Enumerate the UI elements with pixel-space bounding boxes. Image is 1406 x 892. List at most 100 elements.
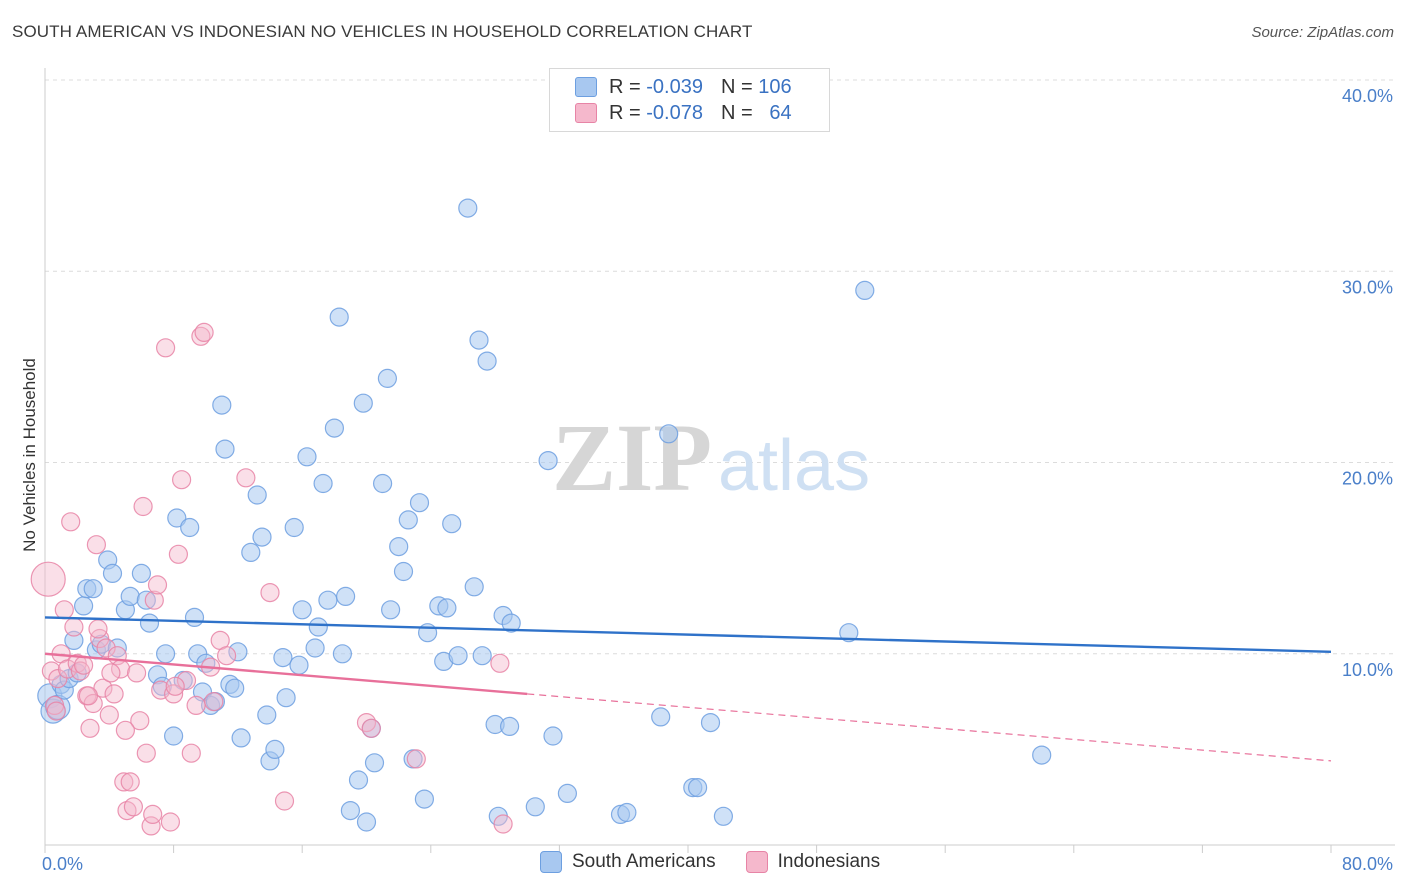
point-south-americans — [228, 642, 248, 662]
point-south-americans — [437, 598, 457, 618]
point-south-americans — [313, 473, 333, 494]
legend-swatch-south-americans — [575, 77, 597, 97]
point-indonesians — [204, 691, 224, 712]
point-indonesians — [168, 544, 188, 564]
point-south-americans — [659, 424, 679, 444]
point-south-americans — [289, 655, 309, 675]
point-south-americans — [855, 280, 875, 300]
point-south-americans — [393, 561, 414, 582]
point-south-americans — [276, 688, 296, 708]
point-south-americans — [348, 770, 369, 790]
legend-n-value: 106 — [758, 75, 792, 98]
point-indonesians — [101, 663, 121, 683]
x-tick-label: 80.0% — [1342, 854, 1393, 874]
point-south-americans — [265, 739, 285, 760]
point-south-americans — [409, 493, 430, 513]
point-indonesians — [165, 676, 185, 696]
point-south-americans — [353, 393, 373, 413]
point-south-americans — [67, 663, 87, 683]
point-south-americans — [389, 536, 409, 557]
point-south-americans — [839, 623, 859, 643]
point-south-americans — [543, 726, 563, 746]
point-indonesians — [493, 814, 513, 834]
point-south-americans — [131, 563, 151, 584]
point-south-americans — [329, 307, 349, 327]
point-indonesians — [64, 617, 84, 637]
bottom-legend-indonesians: Indonesians — [745, 851, 880, 873]
point-indonesians — [123, 797, 143, 817]
trend-lines — [44, 616, 1332, 762]
x-tick-label: 0.0% — [42, 854, 83, 874]
source-label: Source: ZipAtlas.com — [1251, 24, 1394, 41]
point-south-americans — [136, 590, 156, 610]
point-south-americans — [284, 517, 304, 538]
point-south-americans — [318, 590, 338, 610]
point-south-americans — [257, 705, 277, 725]
gridlines — [45, 79, 1395, 655]
point-south-americans — [713, 806, 734, 826]
point-indonesians — [130, 711, 150, 731]
watermark-zip: ZIP — [552, 404, 712, 511]
point-south-americans — [472, 646, 492, 666]
point-indonesians — [70, 661, 91, 681]
point-indonesians — [46, 701, 66, 721]
y-axis-label: No Vehicles in Household — [20, 358, 39, 552]
point-south-americans — [212, 395, 232, 415]
point-indonesians — [361, 718, 381, 738]
y-tick-label: 10.0% — [1342, 660, 1393, 680]
point-south-americans — [469, 330, 489, 350]
legend-r-value: -0.078 — [646, 101, 703, 124]
point-indonesians — [186, 695, 206, 716]
trend-line-south-americans — [44, 616, 1332, 654]
legend-n-label: N = — [720, 101, 753, 124]
bottom-legend-swatch-south-americans — [540, 851, 562, 873]
point-south-americans — [377, 368, 397, 388]
bottom-legend-swatch-indonesians — [745, 851, 768, 873]
bottom-legend: South Americans Indonesians — [540, 851, 910, 873]
point-south-americans — [1032, 745, 1052, 765]
y-tick-label: 40.0% — [1342, 86, 1393, 106]
point-south-americans — [292, 600, 312, 620]
point-south-americans — [215, 439, 235, 459]
y-tick-label: 30.0% — [1342, 277, 1393, 297]
point-indonesians — [147, 575, 168, 595]
point-south-americans — [64, 630, 84, 651]
point-south-americans — [557, 783, 578, 804]
legend-swatch-indonesians — [575, 103, 597, 123]
point-indonesians — [136, 743, 156, 763]
point-indonesians — [164, 684, 184, 704]
point-indonesians — [217, 646, 237, 666]
point-south-americans — [305, 638, 325, 658]
point-indonesians — [236, 468, 256, 488]
point-south-americans — [651, 707, 671, 727]
legend-r-label: R = — [609, 75, 641, 98]
point-south-americans — [156, 644, 176, 664]
point-south-americans — [500, 716, 520, 737]
point-indonesians — [274, 791, 295, 811]
point-south-americans — [525, 797, 545, 817]
legend-r-label: R = — [609, 101, 641, 124]
point-indonesians — [114, 772, 134, 792]
trend-line-indonesians — [44, 652, 528, 696]
point-south-americans — [184, 607, 205, 628]
legend-row-south-americans: R = -0.039 N = 106 — [575, 74, 792, 100]
point-indonesians — [80, 718, 100, 738]
point-indonesians — [115, 720, 136, 740]
point-south-americans — [167, 508, 187, 528]
point-south-americans — [73, 596, 94, 616]
legend-n-value: 64 — [769, 101, 792, 124]
point-south-americans — [538, 451, 558, 471]
point-south-americans — [464, 577, 484, 597]
point-south-americans — [373, 473, 393, 494]
point-south-americans — [477, 351, 497, 371]
point-south-americans — [364, 753, 385, 773]
point-indonesians — [143, 804, 163, 825]
chart-title: SOUTH AMERICAN VS INDONESIAN NO VEHICLES… — [12, 22, 753, 41]
point-south-americans — [231, 728, 251, 748]
point-south-americans — [414, 789, 434, 809]
point-indonesians — [48, 668, 68, 689]
legend-row-indonesians: R = -0.078 N = 64 — [575, 100, 792, 126]
point-indonesians — [156, 338, 176, 358]
point-indonesians — [96, 638, 116, 658]
